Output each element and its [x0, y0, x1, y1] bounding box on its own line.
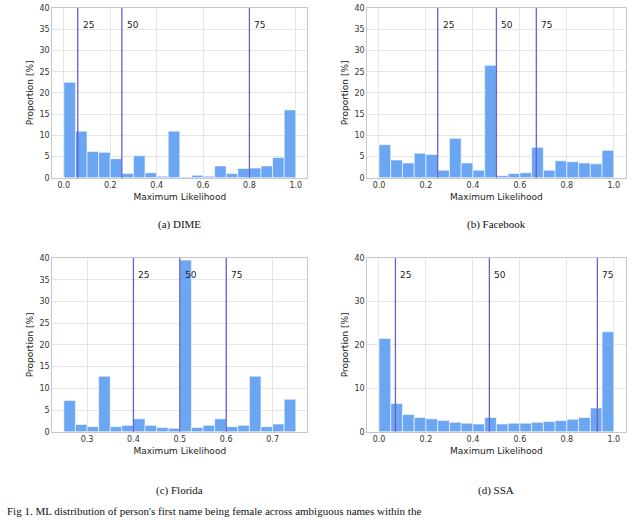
- svg-text:Proportion [%]: Proportion [%]: [25, 60, 35, 125]
- svg-text:25: 25: [354, 67, 364, 76]
- svg-text:50: 50: [127, 20, 139, 30]
- svg-text:0.5: 0.5: [173, 435, 186, 444]
- svg-text:1.0: 1.0: [607, 181, 620, 190]
- svg-text:75: 75: [231, 270, 242, 280]
- svg-text:0.4: 0.4: [467, 435, 480, 444]
- svg-text:1.0: 1.0: [607, 435, 620, 444]
- svg-text:(a) DIME: (a) DIME: [158, 218, 201, 231]
- svg-text:0: 0: [360, 428, 365, 437]
- svg-text:15: 15: [354, 110, 364, 119]
- svg-text:0.4: 0.4: [150, 181, 163, 190]
- svg-text:50: 50: [494, 270, 506, 280]
- svg-text:15: 15: [39, 110, 49, 119]
- svg-text:50: 50: [501, 20, 513, 30]
- svg-text:0.6: 0.6: [514, 181, 527, 190]
- svg-text:25: 25: [39, 67, 49, 76]
- svg-text:Fig 1. ML distribution of pers: Fig 1. ML distribution of person's first…: [7, 505, 421, 517]
- svg-text:Proportion [%]: Proportion [%]: [340, 312, 350, 377]
- svg-text:40: 40: [354, 254, 364, 263]
- svg-text:5: 5: [45, 406, 50, 415]
- svg-text:0.3: 0.3: [81, 435, 94, 444]
- svg-text:0.4: 0.4: [467, 181, 480, 190]
- svg-text:0.8: 0.8: [560, 181, 573, 190]
- svg-text:40: 40: [39, 254, 49, 263]
- svg-text:30: 30: [39, 297, 49, 306]
- svg-text:5: 5: [45, 152, 50, 161]
- svg-text:40: 40: [354, 4, 364, 13]
- svg-text:0.0: 0.0: [57, 181, 70, 190]
- svg-text:20: 20: [354, 89, 364, 98]
- svg-text:Maximum Likelihood: Maximum Likelihood: [450, 192, 543, 202]
- svg-text:20: 20: [39, 341, 49, 350]
- svg-text:Proportion [%]: Proportion [%]: [25, 312, 35, 377]
- svg-text:75: 75: [602, 270, 613, 280]
- svg-text:10: 10: [39, 131, 49, 140]
- svg-text:10: 10: [354, 131, 364, 140]
- svg-text:0.2: 0.2: [420, 181, 433, 190]
- svg-text:0.8: 0.8: [243, 181, 256, 190]
- svg-text:1.0: 1.0: [289, 181, 302, 190]
- svg-text:50: 50: [185, 270, 197, 280]
- svg-text:40: 40: [39, 4, 49, 13]
- svg-text:0: 0: [45, 428, 50, 437]
- svg-text:35: 35: [39, 25, 49, 34]
- svg-text:75: 75: [541, 20, 552, 30]
- svg-text:0.2: 0.2: [104, 181, 117, 190]
- svg-text:0.6: 0.6: [514, 435, 527, 444]
- svg-text:15: 15: [39, 362, 49, 371]
- svg-text:Proportion [%]: Proportion [%]: [340, 60, 350, 125]
- svg-text:0.6: 0.6: [220, 435, 233, 444]
- svg-text:20: 20: [39, 89, 49, 98]
- svg-text:0: 0: [45, 174, 50, 183]
- svg-text:10: 10: [354, 384, 364, 393]
- svg-text:0.2: 0.2: [420, 435, 433, 444]
- svg-text:(c) Florida: (c) Florida: [156, 484, 203, 497]
- svg-text:25: 25: [39, 319, 49, 328]
- svg-text:30: 30: [39, 46, 49, 55]
- svg-text:0.8: 0.8: [560, 435, 573, 444]
- svg-text:25: 25: [443, 20, 454, 30]
- svg-text:25: 25: [400, 270, 411, 280]
- svg-text:0.6: 0.6: [197, 181, 210, 190]
- svg-text:Maximum Likelihood: Maximum Likelihood: [450, 446, 543, 456]
- svg-text:(b) Facebook: (b) Facebook: [467, 218, 526, 231]
- svg-text:Maximum Likelihood: Maximum Likelihood: [134, 446, 227, 456]
- svg-text:0.4: 0.4: [127, 435, 140, 444]
- svg-text:0: 0: [360, 174, 365, 183]
- svg-text:35: 35: [354, 25, 364, 34]
- svg-text:25: 25: [138, 270, 149, 280]
- svg-text:Maximum Likelihood: Maximum Likelihood: [134, 192, 227, 202]
- svg-text:35: 35: [39, 275, 49, 284]
- svg-text:30: 30: [354, 297, 364, 306]
- svg-text:10: 10: [39, 384, 49, 393]
- svg-text:20: 20: [354, 341, 364, 350]
- svg-text:30: 30: [354, 46, 364, 55]
- svg-text:25: 25: [83, 20, 94, 30]
- svg-text:(d) SSA: (d) SSA: [478, 484, 514, 497]
- svg-text:0.7: 0.7: [266, 435, 279, 444]
- svg-text:0.0: 0.0: [373, 181, 386, 190]
- svg-text:75: 75: [254, 20, 265, 30]
- svg-text:0.0: 0.0: [373, 435, 386, 444]
- svg-text:5: 5: [360, 152, 365, 161]
